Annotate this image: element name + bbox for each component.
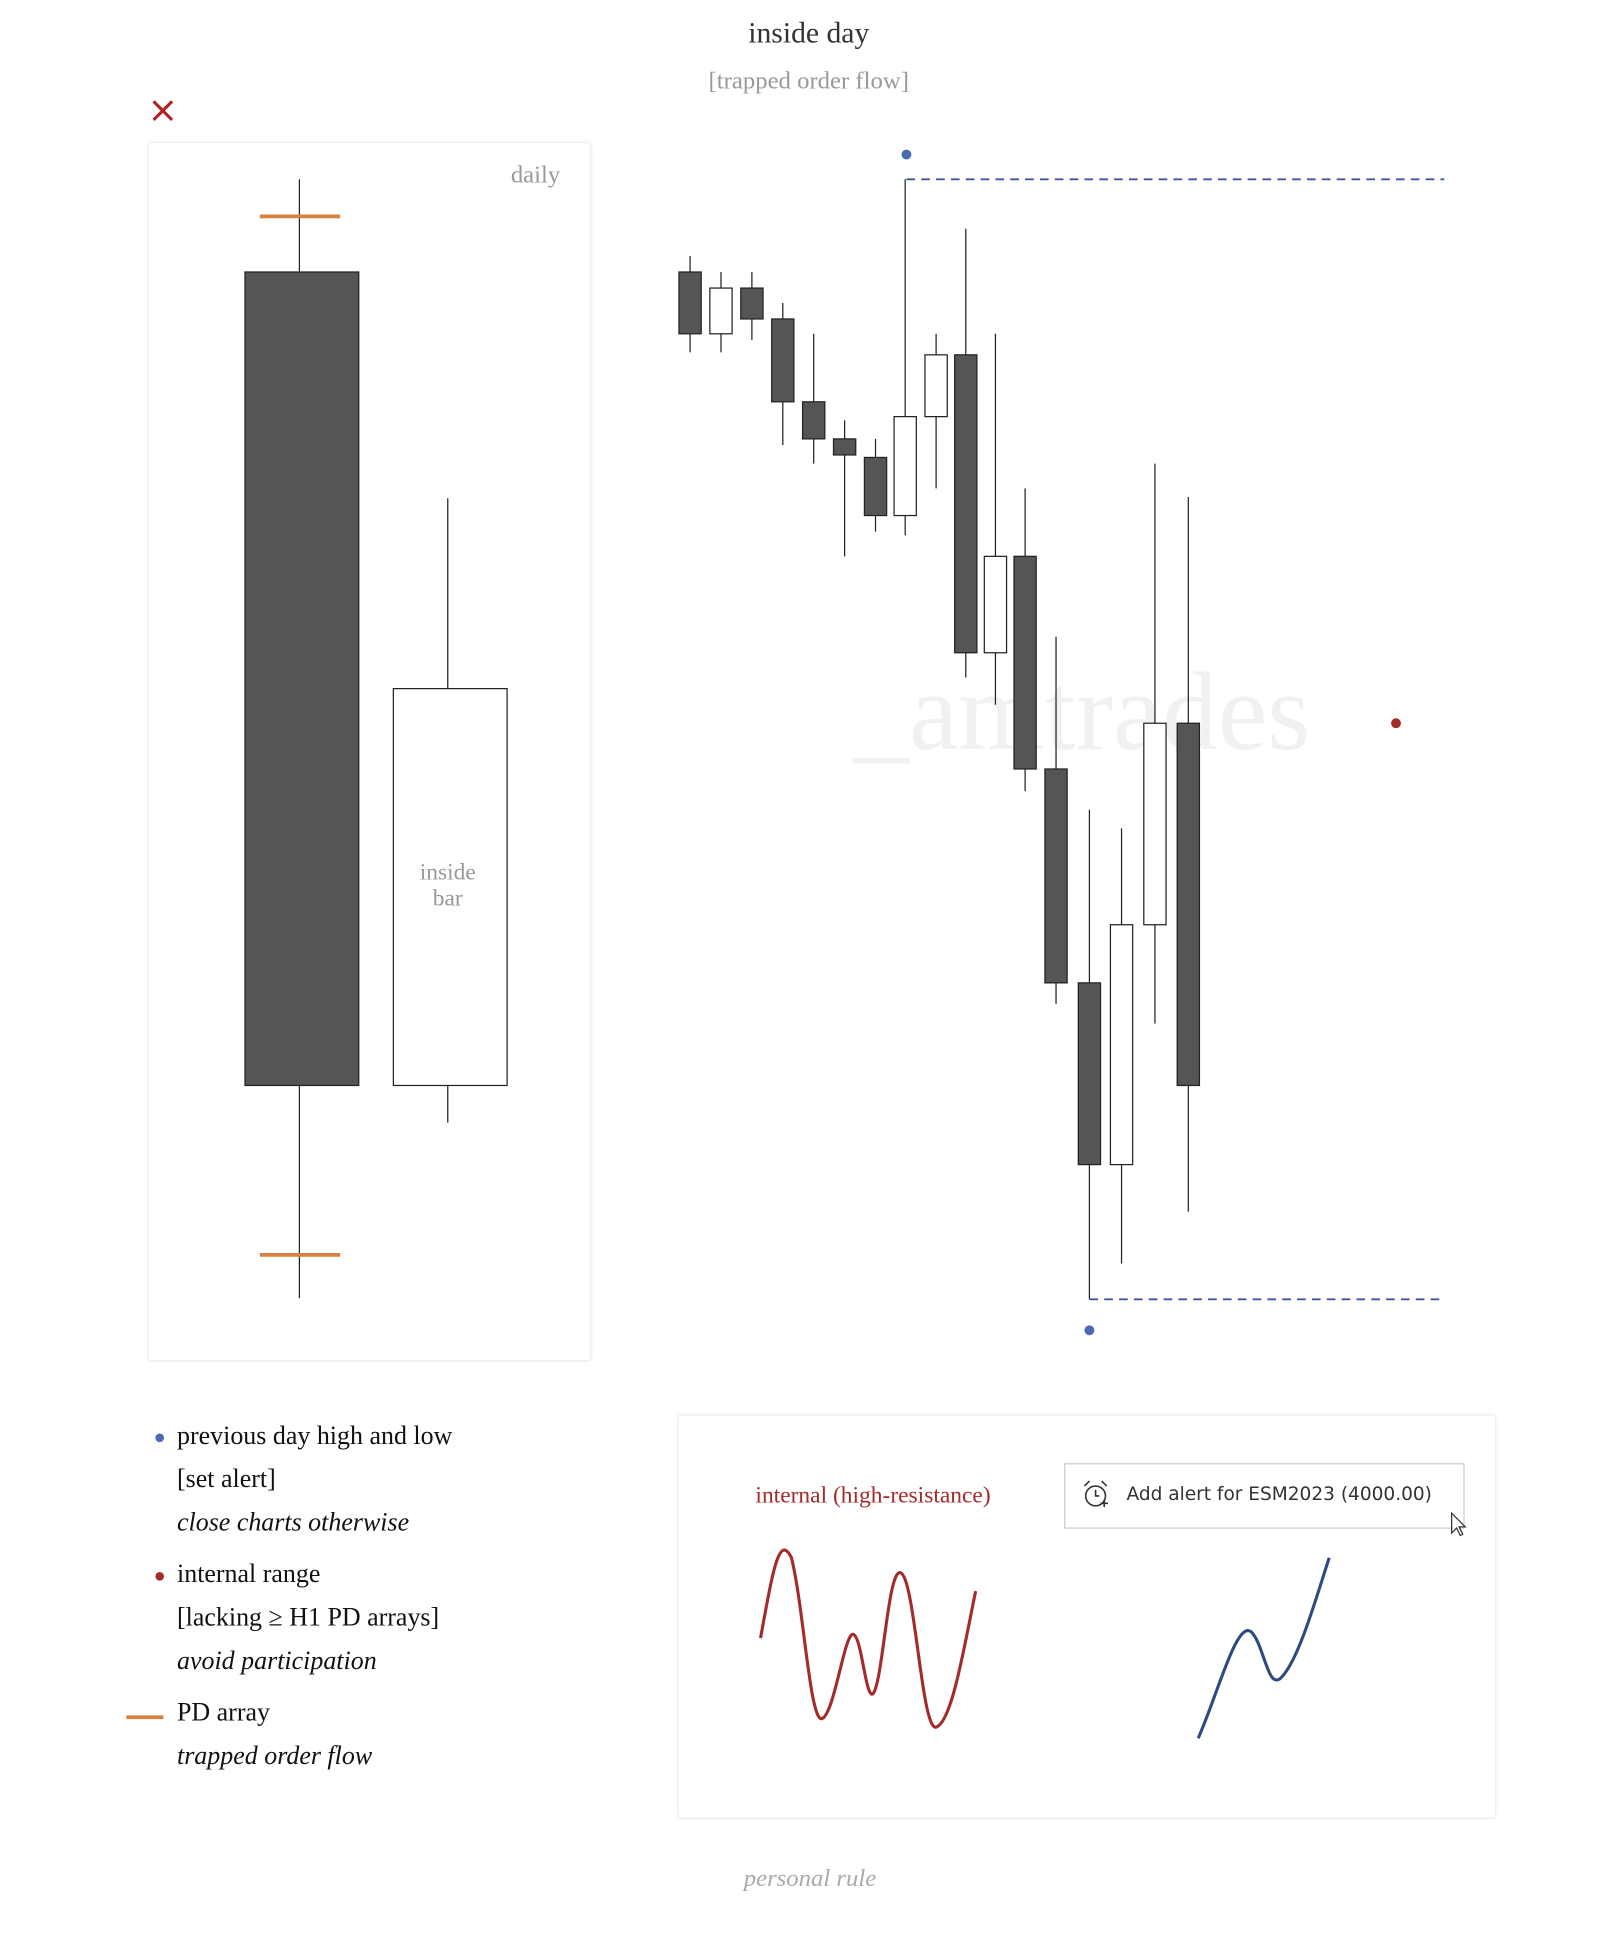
legend-text: close charts otherwise xyxy=(177,1507,409,1536)
legend-text: [lacking ≥ H1 PD arrays] xyxy=(177,1603,439,1632)
intraday-candles xyxy=(678,179,1201,1300)
legend-text: internal range xyxy=(177,1559,320,1588)
candle-part xyxy=(1013,555,1037,770)
inside-bar-label: inside xyxy=(420,859,476,885)
watermark: _amtrades xyxy=(852,651,1310,774)
close-icon[interactable] xyxy=(152,100,174,122)
daily-label: daily xyxy=(511,161,561,188)
cursor xyxy=(1451,1511,1467,1537)
footer: personal rule xyxy=(742,1865,877,1892)
candle-part xyxy=(924,354,948,418)
internal-wave xyxy=(759,1548,978,1729)
internal-label: internal (high-resistance) xyxy=(755,1483,990,1509)
legend-dot xyxy=(155,1433,165,1443)
alarm-icon xyxy=(1083,1480,1108,1508)
internal-dot xyxy=(1391,718,1401,729)
legend-text: trapped order flow xyxy=(177,1741,373,1770)
candle-part xyxy=(801,401,826,440)
candle-part xyxy=(678,271,702,335)
title: inside day xyxy=(748,18,869,50)
candle-part xyxy=(893,416,917,517)
candle-part xyxy=(1077,982,1102,1166)
alert-button[interactable] xyxy=(1064,1463,1465,1529)
legend-text: previous day high and low xyxy=(177,1421,453,1450)
pd-array-marks xyxy=(259,214,341,1257)
daily-candles xyxy=(244,179,508,1299)
legend-text: avoid participation xyxy=(177,1646,377,1675)
candle-part xyxy=(954,354,978,654)
candle-part xyxy=(863,456,888,517)
candle-part xyxy=(832,438,857,456)
candle-part xyxy=(771,318,795,403)
candle-part xyxy=(1044,768,1068,984)
pdh-dot xyxy=(901,149,912,160)
candle-part xyxy=(1143,722,1167,926)
legend-text: [set alert] xyxy=(177,1464,276,1493)
candle-part xyxy=(1176,722,1201,1087)
candle-part xyxy=(709,287,733,335)
legend-text: PD array xyxy=(177,1698,270,1727)
trend-wave xyxy=(1196,1557,1331,1739)
candle-part xyxy=(740,287,764,320)
pdh-pdl-lines xyxy=(906,178,1445,1301)
candle-part xyxy=(983,555,1008,654)
daily-panel xyxy=(148,143,590,1360)
legend-dot xyxy=(155,1571,165,1581)
inside-bar-label: bar xyxy=(433,885,463,911)
pdl-dot xyxy=(1084,1325,1095,1336)
alert-button-text: Add alert for ESM2023 (4000.00) xyxy=(1126,1484,1431,1505)
candle-part xyxy=(1109,924,1134,1166)
subtitle: [trapped order flow] xyxy=(709,68,909,95)
